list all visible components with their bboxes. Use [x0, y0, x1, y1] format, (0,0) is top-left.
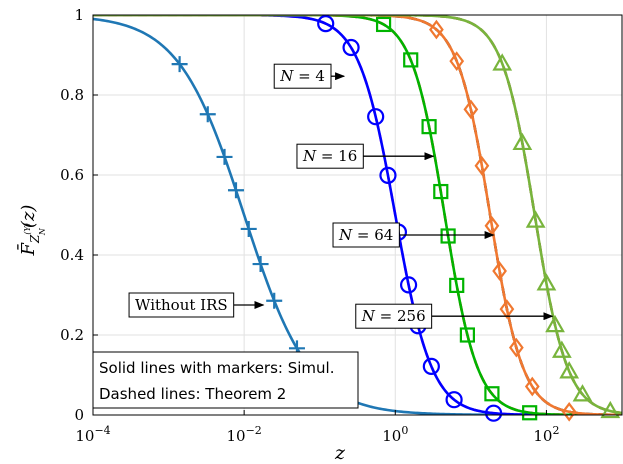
- series-n256-marker-2: [525, 210, 546, 228]
- plot-frame: [92, 14, 623, 416]
- annotation-n16: N = 16: [296, 143, 435, 169]
- y-label-subsub: N: [38, 227, 47, 236]
- series-n256-marker-5: [551, 340, 572, 358]
- annotation-n4: N = 4: [273, 63, 346, 89]
- annotation-n256-label: N = 256: [361, 307, 426, 325]
- series-n64-marker-8: [524, 376, 540, 397]
- x-tick-label-0: 10−4: [75, 424, 110, 445]
- series-n256-marker-7: [572, 384, 593, 402]
- series-n64-marker-6: [499, 299, 515, 319]
- series-n16-marker-2: [421, 119, 437, 135]
- series-n64-marker-2: [463, 99, 479, 120]
- series-n256-marker-3: [536, 273, 557, 291]
- x-axis-label: z: [334, 442, 346, 464]
- annotation-n16-box: [296, 143, 364, 169]
- series-n16-marker-7: [484, 386, 500, 402]
- y-axis-label: F̄Z(Y) N(z): [16, 205, 47, 257]
- x-tick-label-2: 100: [382, 424, 408, 445]
- series-without-marker-4: [240, 220, 257, 237]
- y-tick-label-0: 0: [74, 406, 84, 424]
- svg-text:F̄Z(Y)N(z): F̄Z(Y) N(z): [16, 205, 47, 257]
- series-without-marker-5: [252, 256, 269, 273]
- y-tick-label-3: 0.6: [60, 166, 84, 184]
- y-label-symbol: F̄: [16, 241, 39, 256]
- series-without-marker-0: [171, 56, 188, 73]
- legend-frame: [92, 351, 359, 409]
- series-without-marker-1: [199, 106, 216, 123]
- y-label-sup: (Y): [23, 223, 32, 235]
- y-tick-label-1: 0.2: [60, 326, 84, 344]
- y-label-arg: (z): [18, 205, 39, 229]
- y-label-sub: Z: [28, 234, 42, 244]
- y-tick-label-5: 1: [74, 6, 84, 24]
- x-tick-label-1: 10−2: [226, 424, 261, 445]
- annotation-n256-box: [355, 303, 433, 329]
- series-without-marker-2: [216, 148, 233, 165]
- x-tick-label-3: 102: [533, 424, 559, 445]
- series-n256-marker-1: [512, 132, 533, 151]
- series-n4-marker-0: [317, 15, 335, 33]
- series-n16-marker-0: [375, 16, 392, 33]
- series-n4-marker-2: [367, 108, 385, 126]
- series-n16-marker-8: [522, 405, 538, 421]
- annotation-n64-label: N = 64: [338, 226, 393, 244]
- legend-line-2: Dashed lines: Theorem 2: [99, 385, 286, 403]
- series-n256-marker-0: [492, 53, 513, 71]
- y-axis-ticks: 0 0.2 0.4 0.6 0.8 1: [60, 6, 98, 424]
- annotation-without: Without IRS: [128, 292, 265, 318]
- series-n16-marker-5: [449, 277, 465, 293]
- series-n16-marker-6: [459, 327, 475, 343]
- series-n256-marker-6: [559, 361, 580, 379]
- simulation-markers: [171, 15, 621, 422]
- series-n4-marker-9: [485, 404, 503, 422]
- series-n4-marker-1: [342, 38, 360, 57]
- y-tick-label-4: 0.8: [60, 86, 84, 104]
- annotations: Without IRS N = 4 N = 16 N = 64 N = 256: [128, 63, 554, 329]
- series-n64-marker-0: [429, 19, 444, 40]
- annotation-n64: N = 64: [332, 222, 495, 248]
- series-n256-marker-4: [545, 314, 565, 333]
- legend-line-1: Solid lines with markers: Simul.: [99, 359, 334, 377]
- annotation-n4-box: [273, 63, 332, 89]
- series-without-marker-3: [227, 182, 244, 199]
- series-n16-marker-4: [440, 228, 456, 244]
- series-n4-marker-7: [422, 357, 440, 375]
- series-n64-marker-3: [474, 155, 490, 176]
- series-without-marker-6: [266, 292, 283, 309]
- y-tick-label-2: 0.4: [60, 246, 84, 264]
- annotation-n4-label: N = 4: [279, 67, 325, 85]
- series-n256-marker-8: [600, 400, 621, 419]
- series-n64-marker-5: [492, 261, 507, 281]
- series-n64-marker-9: [561, 401, 577, 422]
- series-n64-marker-7: [508, 337, 524, 358]
- series-n64-marker-1: [449, 51, 465, 71]
- series-n16-simulation-line: [93, 15, 622, 415]
- legend-box: Solid lines with markers: Simul. Dashed …: [92, 351, 359, 409]
- series-n16-marker-3: [433, 183, 449, 200]
- annotation-without-box: [128, 292, 235, 318]
- x-axis-ticks: 10−4 10−2 100 102: [75, 410, 559, 445]
- series-n4-marker-5: [399, 276, 418, 294]
- annotation-n256: N = 256: [355, 303, 554, 329]
- annotation-n16-label: N = 16: [302, 147, 357, 165]
- series-n16-marker-1: [403, 52, 419, 68]
- series-n4-marker-3: [379, 166, 397, 184]
- series-n4-marker-8: [445, 391, 463, 409]
- annotation-without-label: Without IRS: [135, 296, 228, 314]
